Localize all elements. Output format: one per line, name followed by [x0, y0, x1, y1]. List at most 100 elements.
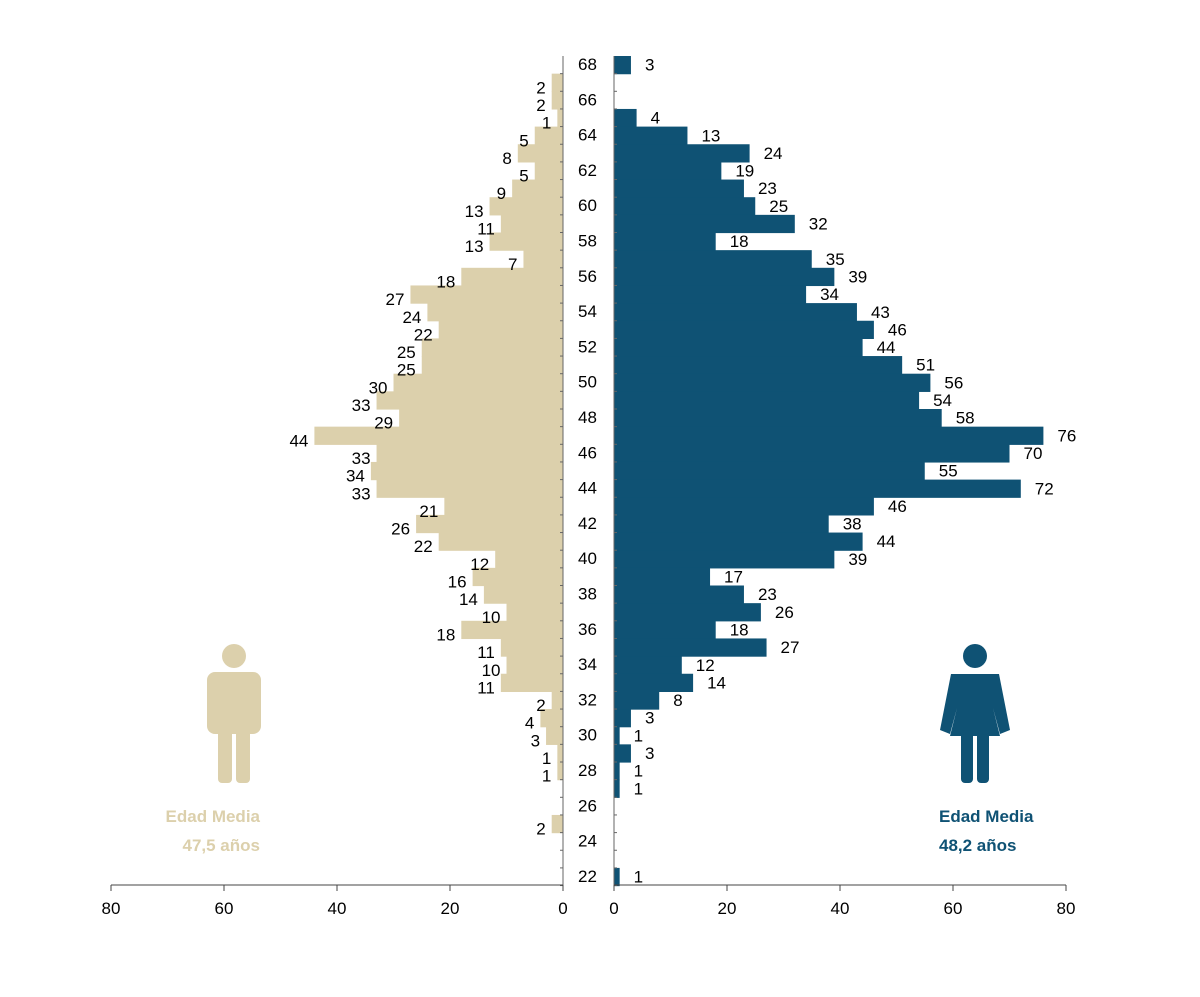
female-value-label: 1 — [634, 726, 643, 745]
male-value-label: 10 — [482, 608, 501, 627]
male-value-label: 11 — [477, 643, 495, 662]
female-bar-age-32 — [614, 691, 660, 710]
male-value-label: 3 — [531, 731, 540, 750]
x-tick-label: 20 — [718, 899, 737, 918]
female-bar-age-29 — [614, 744, 631, 763]
female-bar-age-58 — [614, 232, 716, 251]
male-bar-age-60 — [489, 197, 563, 216]
female-bar-age-36 — [614, 620, 716, 640]
female-value-label: 55 — [939, 462, 958, 481]
female-bar-age-59 — [614, 214, 795, 234]
age-tick-label: 46 — [578, 443, 597, 462]
female-bar-age-43 — [614, 497, 874, 516]
male-bar-age-59 — [500, 214, 563, 234]
male-value-label: 13 — [465, 237, 484, 256]
male-bar-age-64 — [534, 126, 563, 145]
male-value-label: 7 — [508, 255, 517, 274]
male-value-label: 24 — [402, 308, 421, 327]
female-value-label: 39 — [848, 267, 867, 286]
x-tick-label: 60 — [215, 899, 234, 918]
age-tick-label: 64 — [578, 126, 597, 145]
age-tick-label: 32 — [578, 690, 597, 709]
female-avg-value: 48,2 años — [939, 836, 1017, 855]
age-tick-label: 40 — [578, 549, 597, 568]
female-value-label: 56 — [944, 373, 963, 392]
female-bar-age-27 — [614, 779, 620, 798]
age-tick-label: 44 — [578, 479, 597, 498]
male-value-label: 25 — [397, 343, 416, 362]
male-bar-age-63 — [517, 144, 563, 163]
female-bar-age-48 — [614, 409, 942, 428]
male-legend: Edad Media 47,5 años — [166, 644, 261, 855]
female-value-label: 26 — [775, 603, 794, 622]
female-value-label: 18 — [730, 620, 749, 639]
female-bar-age-31 — [614, 709, 631, 728]
male-value-label: 26 — [391, 520, 410, 539]
age-tick-label: 38 — [578, 585, 597, 604]
female-value-label: 70 — [1024, 444, 1043, 463]
age-tick-label: 66 — [578, 90, 597, 109]
female-value-label: 51 — [916, 356, 935, 375]
age-tick-label: 30 — [578, 726, 597, 745]
female-bar-age-61 — [614, 179, 744, 198]
male-value-label: 30 — [369, 378, 388, 397]
female-value-label: 1 — [634, 779, 643, 798]
female-value-label: 1 — [634, 762, 643, 781]
male-value-label: 12 — [470, 555, 489, 574]
male-person-icon — [207, 644, 261, 783]
male-value-label: 25 — [397, 361, 416, 380]
female-bar-age-35 — [614, 638, 767, 657]
age-tick-label: 58 — [578, 232, 597, 251]
female-value-label: 54 — [933, 391, 952, 410]
female-value-label: 19 — [735, 162, 754, 181]
female-value-label: 58 — [956, 409, 975, 428]
female-bar-age-34 — [614, 656, 682, 675]
male-bar-age-54 — [427, 303, 563, 322]
female-avg-title: Edad Media — [939, 807, 1034, 826]
male-value-label: 2 — [536, 696, 545, 715]
female-value-label: 38 — [843, 515, 862, 534]
female-value-label: 44 — [877, 338, 896, 357]
male-bar-age-61 — [512, 179, 563, 198]
age-tick-label: 22 — [578, 867, 597, 886]
male-bar-age-37 — [506, 603, 563, 622]
female-value-label: 18 — [730, 232, 749, 251]
age-tick-label: 24 — [578, 832, 597, 851]
male-bar-age-51 — [421, 356, 563, 375]
male-bar-age-46 — [376, 444, 563, 463]
male-bar-age-28 — [557, 762, 563, 781]
female-bar-age-44 — [614, 479, 1021, 498]
axes: 6866646260585654525048464442403836343230… — [102, 55, 1076, 918]
male-avg-title: Edad Media — [166, 807, 261, 826]
age-tick-label: 52 — [578, 337, 597, 356]
male-value-label: 33 — [352, 484, 371, 503]
female-value-label: 3 — [645, 709, 654, 728]
female-bar-age-54 — [614, 303, 857, 322]
male-bar-age-31 — [540, 709, 563, 728]
female-value-label: 43 — [871, 303, 890, 322]
female-bar-age-45 — [614, 461, 925, 481]
age-tick-label: 36 — [578, 620, 597, 639]
male-bar-age-41 — [438, 532, 563, 551]
female-bar-age-62 — [614, 161, 722, 181]
female-value-label: 24 — [764, 144, 783, 163]
female-bar-age-41 — [614, 532, 863, 551]
male-value-label: 2 — [536, 78, 545, 97]
male-bar-age-36 — [461, 620, 563, 640]
female-value-label: 1 — [634, 868, 643, 887]
female-bar-age-37 — [614, 603, 761, 622]
male-value-label: 14 — [459, 590, 478, 609]
female-value-label: 13 — [701, 126, 720, 145]
female-bar-age-56 — [614, 267, 835, 287]
female-bar-age-49 — [614, 391, 920, 410]
male-bar-age-52 — [421, 338, 563, 357]
male-value-label: 11 — [477, 220, 495, 239]
x-tick-label: 80 — [1057, 899, 1076, 918]
female-value-label: 32 — [809, 215, 828, 234]
male-value-label: 21 — [419, 502, 438, 521]
female-bar-age-65 — [614, 108, 637, 128]
male-value-label: 34 — [346, 467, 365, 486]
male-bar-age-65 — [557, 108, 563, 128]
male-bar-age-50 — [393, 373, 563, 392]
